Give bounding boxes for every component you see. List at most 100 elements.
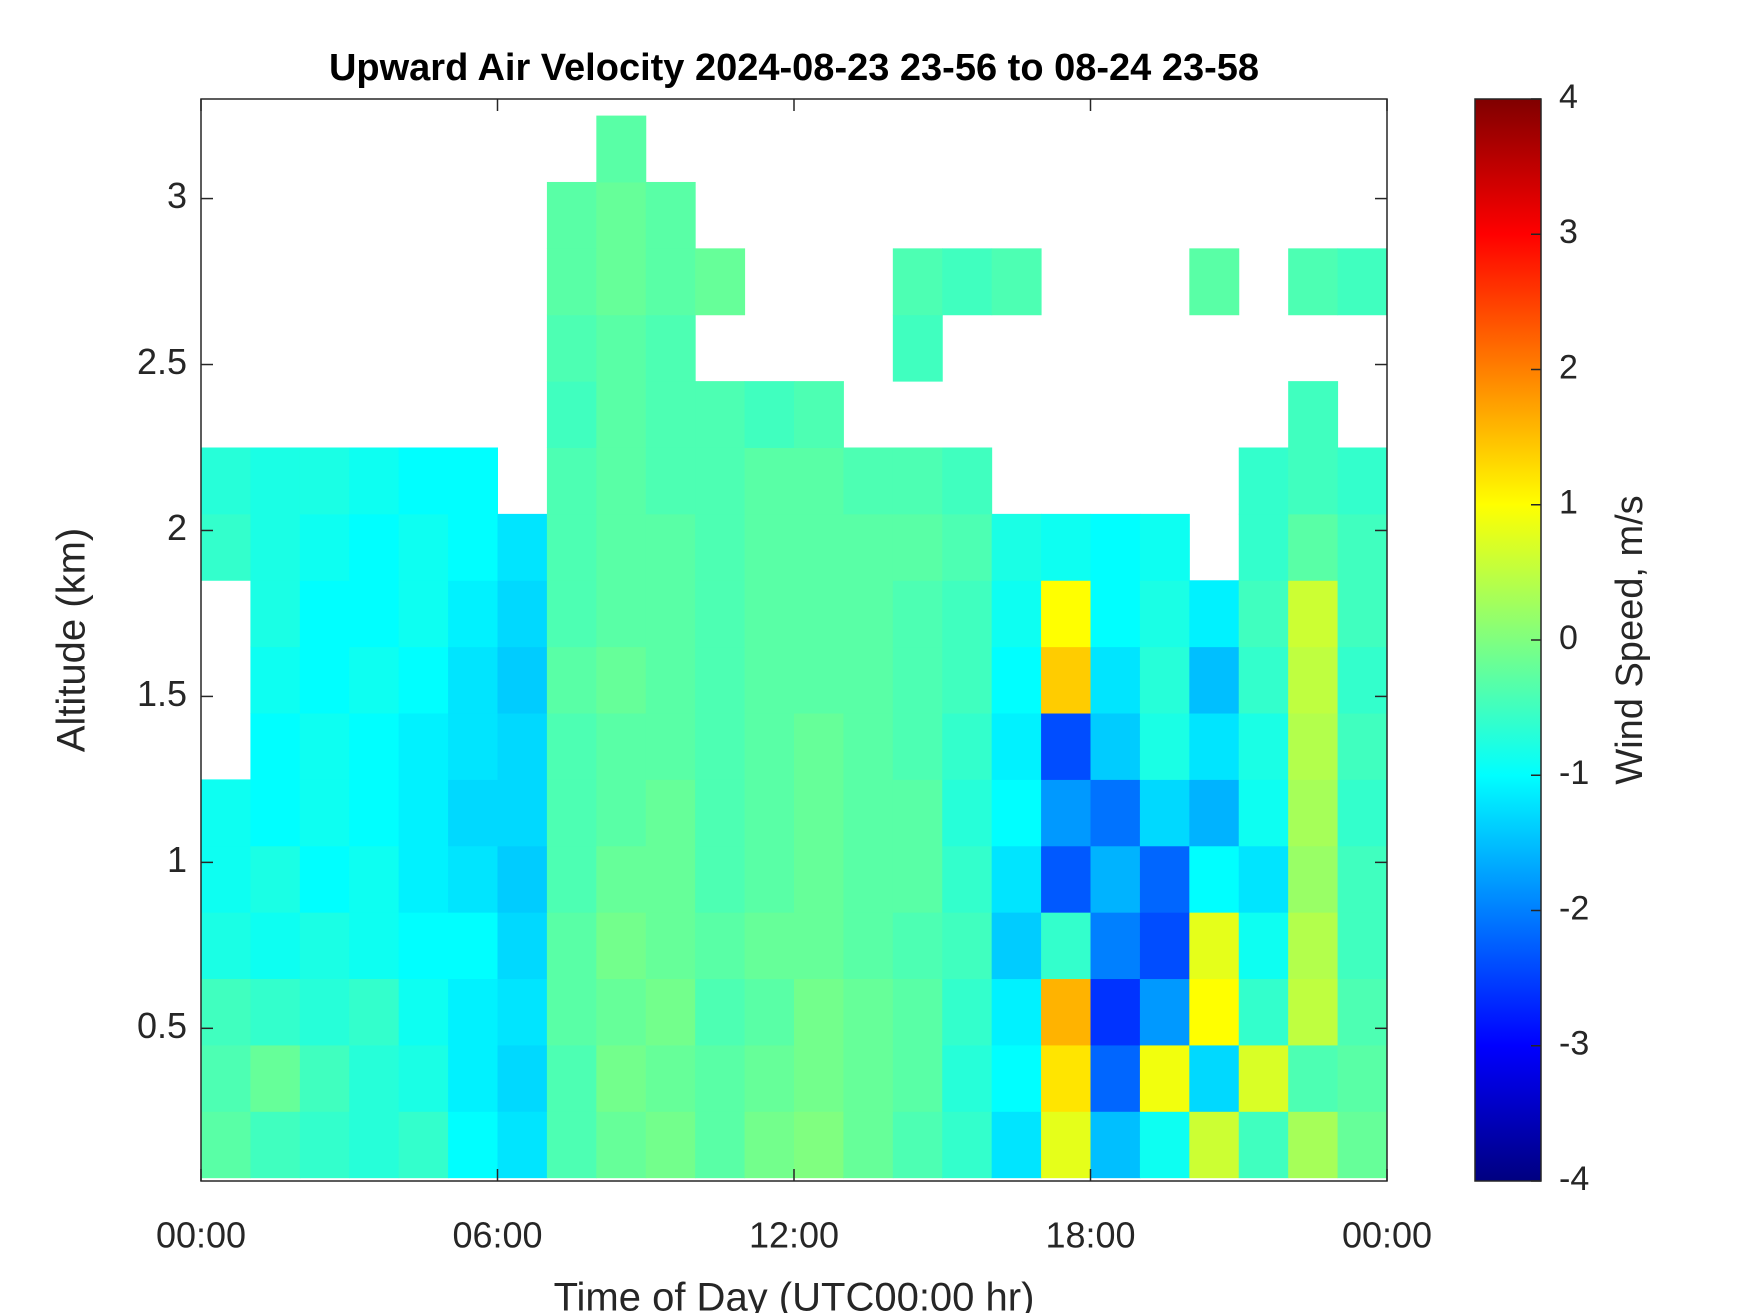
- heatmap-cell: [1139, 912, 1190, 980]
- heatmap-cell: [695, 381, 746, 448]
- heatmap-cell: [1238, 1044, 1289, 1112]
- y-axis-label: Altitude (km): [50, 528, 94, 753]
- heatmap-cell: [546, 248, 597, 316]
- heatmap-cell: [991, 1111, 1042, 1179]
- heatmap-cell: [1041, 580, 1091, 648]
- heatmap-cell: [349, 912, 400, 980]
- heatmap-cell: [349, 513, 400, 581]
- heatmap-cell: [695, 1111, 746, 1179]
- heatmap-cell: [645, 580, 696, 648]
- heatmap-cell: [448, 845, 498, 913]
- heatmap-cell: [596, 115, 647, 183]
- heatmap-cell: [1238, 978, 1289, 1046]
- heatmap-cell: [892, 513, 943, 581]
- heatmap-cell: [794, 381, 844, 448]
- heatmap-cell: [299, 713, 350, 780]
- heatmap-cell: [843, 513, 894, 581]
- heatmap-cell: [299, 1111, 350, 1179]
- heatmap-cell: [398, 513, 449, 581]
- heatmap-cell: [892, 845, 943, 913]
- y-tick-label: 3: [167, 175, 187, 216]
- colorbar-tick-label: 0: [1559, 619, 1578, 657]
- heatmap-cell: [695, 580, 746, 648]
- y-tick-label: 2: [167, 507, 187, 548]
- heatmap-cell: [1189, 1044, 1240, 1112]
- heatmap-cell: [201, 978, 251, 1046]
- heatmap-cell: [695, 779, 746, 847]
- heatmap-cell: [991, 978, 1042, 1046]
- heatmap-cell: [546, 181, 597, 249]
- heatmap-cell: [1337, 447, 1388, 515]
- heatmap-cell: [744, 912, 795, 980]
- heatmap-cell: [991, 1044, 1042, 1112]
- heatmap-cell: [942, 912, 993, 980]
- heatmap-cell: [1139, 1044, 1190, 1112]
- heatmap-cell: [695, 978, 746, 1046]
- x-tick-label: 18:00: [1045, 1215, 1135, 1256]
- heatmap-cell: [942, 1111, 993, 1179]
- heatmap-cell: [398, 845, 449, 913]
- heatmap-cell: [1288, 513, 1339, 581]
- x-axis-label: Time of Day (UTC00:00 hr): [554, 1276, 1035, 1313]
- heatmap-cell: [1288, 447, 1339, 515]
- heatmap-cell: [695, 447, 746, 515]
- heatmap-cell: [349, 779, 400, 847]
- heatmap-cell: [645, 845, 696, 913]
- heatmap-cell: [991, 646, 1042, 714]
- heatmap-cell: [201, 912, 251, 980]
- heatmap-cell: [1041, 978, 1091, 1046]
- heatmap-cell: [1288, 646, 1339, 714]
- heatmap-cell: [744, 713, 795, 780]
- heatmap-cell: [596, 513, 647, 581]
- heatmap-cell: [546, 447, 597, 515]
- heatmap-cell: [942, 845, 993, 913]
- heatmap-cell: [250, 646, 301, 714]
- heatmap-cell: [794, 646, 844, 714]
- heatmap-cell: [744, 447, 795, 515]
- heatmap-cell: [892, 447, 943, 515]
- heatmap-cell: [398, 580, 449, 648]
- heatmap-cell: [892, 912, 943, 980]
- heatmap-cell: [299, 779, 350, 847]
- heatmap-cell: [942, 779, 993, 847]
- heatmap-cell: [892, 779, 943, 847]
- heatmap-cell: [250, 713, 301, 780]
- heatmap-cell: [1189, 912, 1240, 980]
- heatmap-cell: [1090, 1111, 1141, 1179]
- heatmap-cell: [596, 713, 647, 780]
- heatmap-cell: [1189, 248, 1240, 316]
- heatmap-cell: [1041, 912, 1091, 980]
- heatmap-cell: [1238, 713, 1289, 780]
- heatmap-cell: [250, 580, 301, 648]
- heatmap-cell: [1090, 713, 1141, 780]
- heatmap-cell: [1238, 513, 1289, 581]
- heatmap-cell: [201, 447, 251, 515]
- heatmap-cell: [892, 1111, 943, 1179]
- heatmap-cell: [942, 447, 993, 515]
- heatmap-cell: [1139, 646, 1190, 714]
- heatmap-cell: [645, 1111, 696, 1179]
- heatmap-cell: [1189, 713, 1240, 780]
- heatmap-cell: [299, 580, 350, 648]
- heatmap-cell: [892, 713, 943, 780]
- heatmap-cell: [497, 580, 548, 648]
- heatmap-cell: [991, 248, 1042, 316]
- heatmap-cell: [1288, 248, 1339, 316]
- heatmap-cell: [398, 646, 449, 714]
- heatmap-cell: [1189, 580, 1240, 648]
- heatmap-cell: [398, 713, 449, 780]
- heatmap-cell: [497, 1111, 548, 1179]
- heatmap-cell: [1288, 912, 1339, 980]
- heatmap-cell: [398, 912, 449, 980]
- colorbar-tick-label: -3: [1559, 1025, 1589, 1063]
- heatmap-cell: [695, 513, 746, 581]
- heatmap-cell: [843, 713, 894, 780]
- heatmap-cell: [299, 845, 350, 913]
- heatmap-cell: [1041, 845, 1091, 913]
- heatmap-cell: [794, 447, 844, 515]
- heatmap-cell: [250, 1111, 301, 1179]
- heatmap-cell: [398, 447, 449, 515]
- heatmap-cell: [744, 845, 795, 913]
- heatmap-cell: [299, 912, 350, 980]
